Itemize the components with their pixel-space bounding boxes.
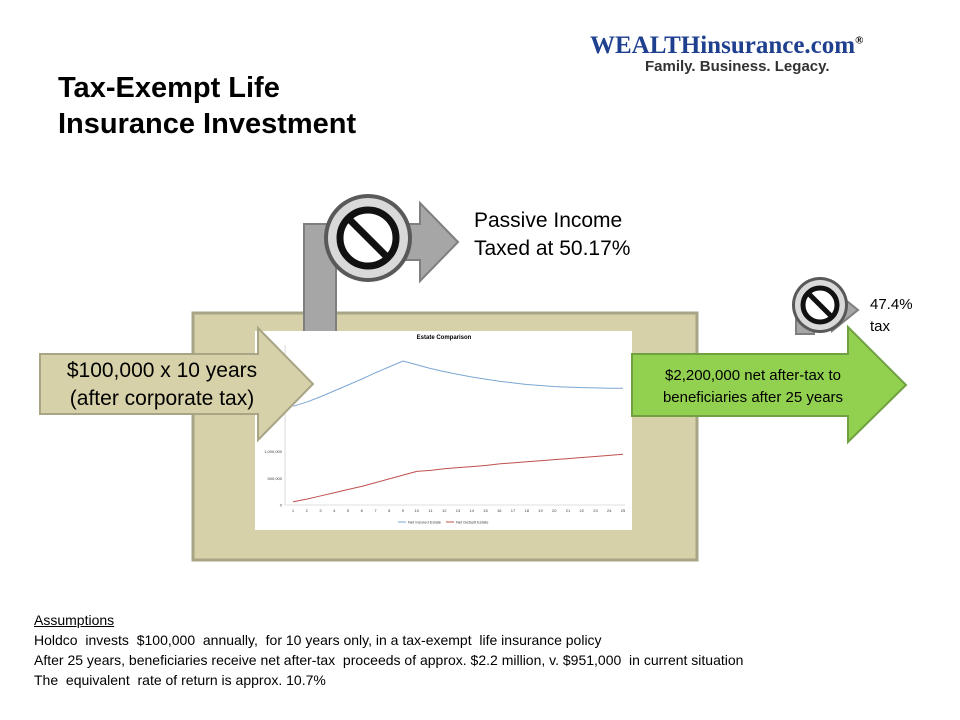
chart-y-tick-label: 500,000 <box>268 476 283 481</box>
no-symbol-icon <box>792 277 848 333</box>
chart-series-line <box>292 453 624 503</box>
chart-x-tick-label: 24 <box>607 508 612 513</box>
chart-x-tick-label: 8 <box>388 508 391 513</box>
passive-income-line-1: Passive Income <box>474 209 623 232</box>
chart-y-tick-label: 1,000,000 <box>264 449 283 454</box>
slide-title: Tax-Exempt Life Insurance Investment <box>58 70 356 142</box>
chart-x-tick-label: 3 <box>319 508 322 513</box>
title-line-2: Insurance Investment <box>58 108 357 140</box>
chart-panel <box>255 331 632 530</box>
chart-x-tick-label: 11 <box>428 508 433 513</box>
assumptions-section: Assumptions Holdco invests $100,000 annu… <box>34 610 743 690</box>
input-arrow <box>39 325 315 443</box>
title-line-1: Tax-Exempt Life <box>58 72 280 104</box>
estate-tax-line-2: tax <box>870 318 891 335</box>
chart-x-tick-label: 20 <box>552 508 557 513</box>
output-arrow-line-2: beneficiaries after 25 years <box>663 389 843 406</box>
passive-income-label: Passive Income Taxed at 50.17% <box>474 207 630 263</box>
chart-x-tick-label: 5 <box>347 508 350 513</box>
assumption-line: After 25 years, beneficiaries receive ne… <box>34 652 744 668</box>
chart-x-tick-label: 12 <box>442 508 447 513</box>
input-arrow-line-2: (after corporate tax) <box>70 387 254 410</box>
brand-logo: WEALTHinsurance.com® Family. Business. L… <box>590 32 890 75</box>
chart-x-tick-label: 4 <box>333 508 336 513</box>
assumptions-heading: Assumptions <box>34 612 115 628</box>
input-arrow-line-1: $100,000 x 10 years <box>67 359 257 382</box>
output-arrow <box>631 324 908 445</box>
chart-x-tick-label: 15 <box>483 508 488 513</box>
chart-title: Estate Comparison <box>417 335 472 341</box>
assumption-line: The equivalent rate of return is approx.… <box>34 672 326 688</box>
no-symbol-icon <box>324 194 412 282</box>
logo-wordmark: WEALTHinsurance.com® <box>590 32 890 60</box>
chart-x-tick-label: 10 <box>415 508 420 513</box>
logo-word-insurance: insurance.com <box>700 32 856 59</box>
chart-x-tick-label: 13 <box>456 508 461 513</box>
chart-x-tick-label: 2 <box>306 508 309 513</box>
registered-mark: ® <box>855 34 864 47</box>
chart-legend-label: Net Insured Estate <box>408 520 442 525</box>
chart-y-tick-label: 0 <box>280 503 283 508</box>
chart-x-tick-label: 1 <box>292 508 295 513</box>
chart-x-tick-label: 7 <box>374 508 377 513</box>
passive-income-line-2: Taxed at 50.17% <box>474 237 631 260</box>
estate-tax-line-1: 47.4% <box>870 296 913 313</box>
chart-x-tick-label: 16 <box>497 508 502 513</box>
chart-legend-label: Net Default Estate <box>456 520 489 525</box>
chart-x-tick-label: 23 <box>593 508 598 513</box>
chart-x-tick-label: 9 <box>402 508 405 513</box>
chart-series-line <box>292 360 623 407</box>
chart-x-tick-label: 19 <box>538 508 543 513</box>
logo-word-wealth: WEALTH <box>590 32 701 59</box>
chart-x-tick-label: 25 <box>621 508 626 513</box>
chart-x-tick-label: 18 <box>525 508 530 513</box>
chart-x-tick-label: 14 <box>470 508 475 513</box>
chart-x-tick-label: 22 <box>580 508 585 513</box>
chart-x-tick-label: 17 <box>511 508 516 513</box>
logo-tagline: Family. Business. Legacy. <box>645 58 830 75</box>
chart-x-tick-label: 6 <box>361 508 364 513</box>
output-arrow-line-1: $2,200,000 net after-tax to <box>665 367 841 384</box>
chart-x-tick-label: 21 <box>566 508 571 513</box>
assumption-line: Holdco invests $100,000 annually, for 10… <box>34 632 602 648</box>
estate-tax-label: 47.4% tax <box>870 294 913 338</box>
